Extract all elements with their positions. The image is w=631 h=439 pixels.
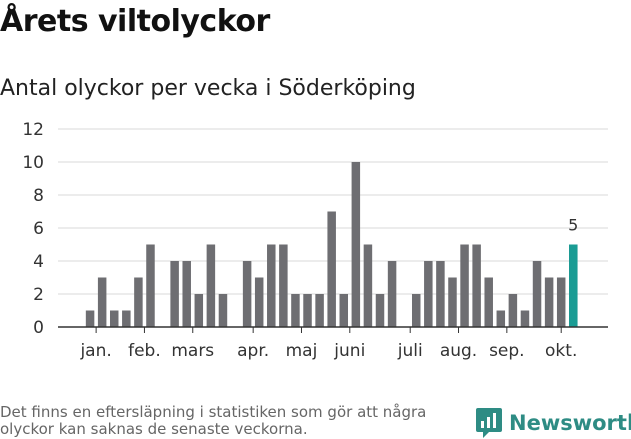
x-tick-label: jan.: [79, 341, 111, 360]
bar: [472, 244, 481, 327]
bar: [496, 310, 506, 327]
bar: [109, 310, 119, 327]
y-tick-label: 10: [22, 153, 44, 173]
bar: [363, 244, 373, 327]
bar: [170, 261, 179, 327]
bar: [448, 277, 457, 327]
bar: [194, 294, 204, 327]
bar: [206, 244, 216, 327]
y-tick-label: 2: [33, 285, 44, 305]
bar: [460, 244, 469, 327]
y-tick-label: 0: [33, 318, 44, 338]
chart-subtitle: Antal olyckor per vecka i Söderköping: [0, 76, 416, 101]
bar: [375, 294, 385, 327]
y-tick-label: 4: [33, 252, 44, 272]
bar: [254, 277, 264, 327]
bar: [351, 162, 361, 327]
bar: [315, 294, 324, 327]
x-tick-label: maj: [286, 341, 318, 360]
x-tick-label: aug.: [440, 341, 477, 360]
x-tick-label: mars: [171, 341, 214, 360]
bar: [146, 244, 155, 327]
bar: [291, 294, 300, 327]
bar-chart: 0 2 4 6 8 10 12 5 jan. feb. mars apr. maj juni juli aug…: [22, 120, 608, 360]
x-tick-label: juni: [333, 341, 365, 360]
footnote: Det finns en eftersläpning i statistiken…: [0, 403, 427, 438]
x-tick-label: feb.: [128, 341, 161, 360]
bar: [182, 261, 191, 327]
bar: [339, 294, 349, 327]
bar: [267, 244, 276, 327]
newsworthy-chart-icon: [476, 408, 502, 438]
bar: [556, 277, 566, 327]
bar: [520, 310, 530, 327]
highlight-bar: [569, 244, 578, 327]
chart-title: Årets viltolyckor: [0, 4, 270, 39]
bar: [97, 277, 107, 327]
bar: [134, 277, 143, 327]
y-tick-label: 12: [22, 120, 44, 140]
bar: [387, 261, 397, 327]
bar: [411, 294, 421, 327]
bar: [327, 211, 336, 327]
y-tick-label: 8: [33, 186, 44, 206]
y-tick-label: 6: [33, 219, 44, 239]
newsworthy-logo[interactable]: Newsworthy: [475, 407, 631, 439]
x-tick-label: juli: [397, 341, 423, 360]
bar: [218, 294, 228, 327]
bar: [242, 261, 252, 327]
bar: [544, 277, 554, 327]
x-tick-label: sep.: [489, 341, 525, 360]
bar: [484, 277, 493, 327]
x-tick-label: okt.: [545, 341, 577, 360]
bar: [424, 261, 433, 327]
x-tick-label: apr.: [237, 341, 269, 360]
bar: [122, 310, 131, 327]
logo-text: Newsworthy: [509, 411, 631, 435]
bar: [279, 244, 288, 327]
bar: [303, 294, 312, 327]
bar: [532, 261, 542, 327]
data-label: 5: [568, 216, 578, 235]
bar: [436, 261, 445, 327]
bar: [85, 310, 95, 327]
bar: [508, 294, 518, 327]
